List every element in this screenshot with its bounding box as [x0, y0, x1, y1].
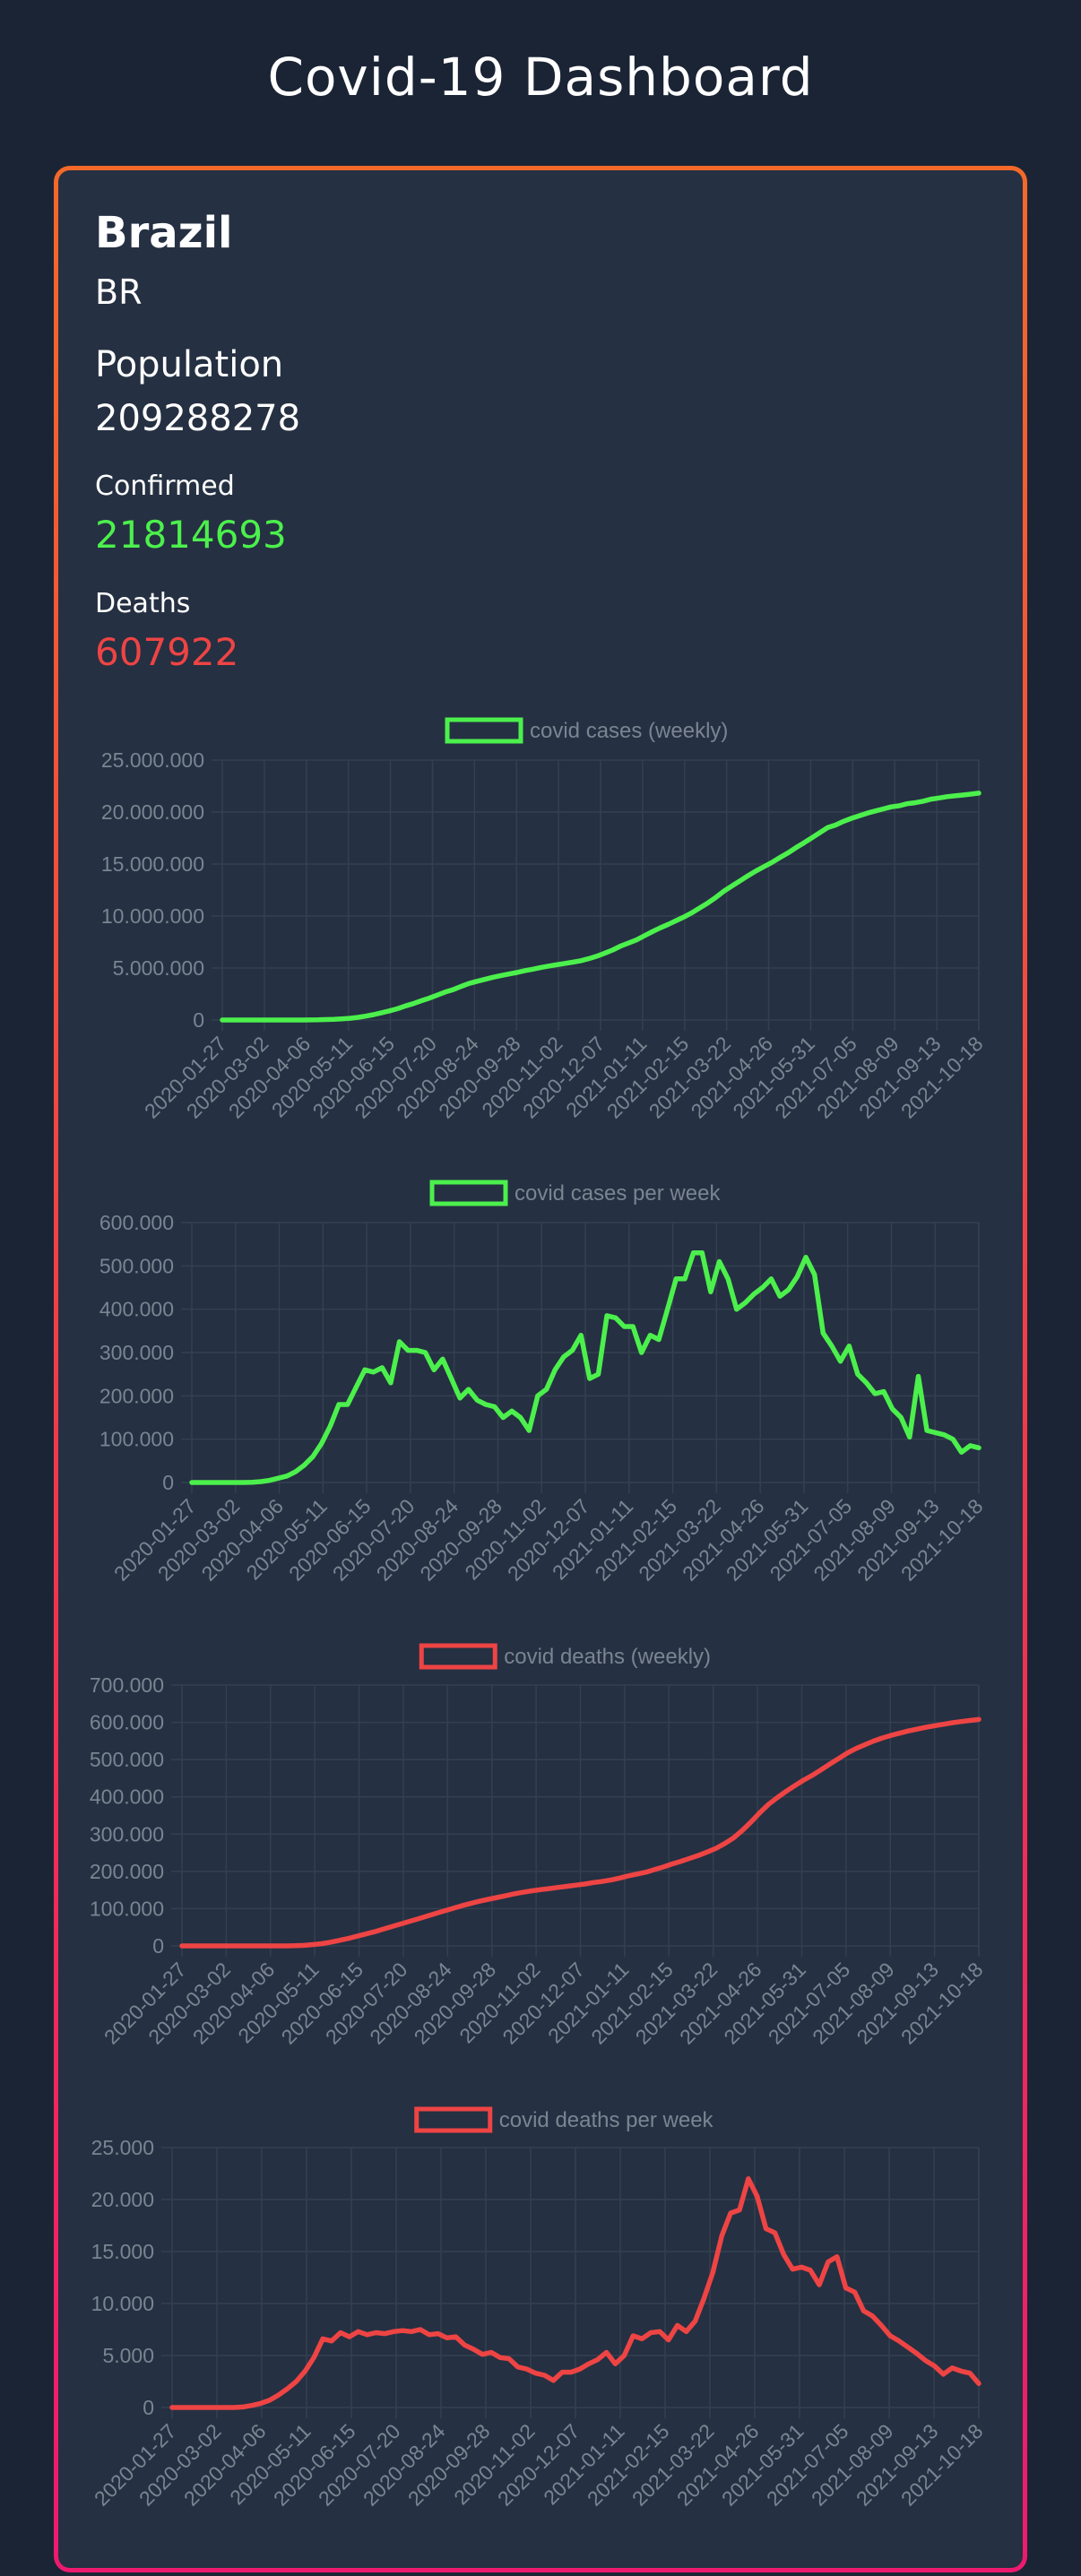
y-tick-label: 20.000: [91, 2188, 154, 2211]
y-tick-label: 0: [193, 1008, 204, 1032]
series-line: [169, 2176, 982, 2410]
legend-label: covid cases per week: [515, 1181, 721, 1206]
legend-swatch: [419, 1643, 497, 1670]
deaths-weekly-chart: covid deaths per week 25.000 20.000 15.000 1…: [90, 2106, 988, 2511]
y-tick-label: 25.000: [91, 2136, 154, 2159]
page-title: Covid-19 Dashboard: [267, 47, 814, 108]
y-tick-label: 5.000.000: [113, 956, 204, 980]
y-tick-label: 20.000.000: [101, 800, 204, 824]
y-tick-label: 300.000: [90, 1822, 164, 1846]
y-tick-label: 0: [152, 1934, 164, 1958]
legend-label: covid deaths per week: [499, 2108, 714, 2132]
legend-swatch: [414, 2106, 493, 2133]
population-label: Population: [95, 344, 284, 385]
cases-weekly-chart: covid cases per week 600.000 500.000 400.00…: [99, 1180, 988, 1586]
cases-cumulative-chart: covid cases (weekly) 25.000.000 20.000.000…: [101, 717, 988, 1123]
legend-swatch: [429, 1180, 508, 1206]
legend-label: covid deaths (weekly): [504, 1645, 711, 1669]
y-tick-label: 15.000: [91, 2240, 154, 2263]
y-tick-label: 600.000: [99, 1211, 174, 1234]
deaths-cumulative-chart: covid deaths (weekly) 700.000 600.000 500.0…: [90, 1643, 988, 2049]
y-tick-label: 10.000.000: [101, 904, 204, 928]
deaths-value: 607922: [95, 630, 239, 674]
population-value: 209288278: [95, 398, 301, 439]
series-line: [179, 1716, 982, 1949]
country-name: Brazil: [95, 208, 233, 258]
y-tick-label: 5.000: [102, 2344, 154, 2367]
country-card: [54, 166, 1027, 2572]
y-tick-label: 200.000: [90, 1860, 164, 1883]
y-tick-label: 500.000: [90, 1748, 164, 1771]
y-tick-label: 15.000.000: [101, 852, 204, 876]
confirmed-label: Confirmed: [95, 471, 235, 502]
y-tick-label: 0: [143, 2396, 154, 2419]
legend-swatch: [445, 717, 523, 744]
y-tick-label: 200.000: [99, 1384, 174, 1407]
y-tick-label: 300.000: [99, 1341, 174, 1364]
y-tick-label: 0: [162, 1471, 174, 1494]
y-tick-label: 600.000: [90, 1711, 164, 1734]
country-code: BR: [95, 272, 143, 312]
confirmed-value: 21814693: [95, 513, 287, 557]
y-tick-label: 700.000: [90, 1673, 164, 1697]
y-tick-label: 25.000.000: [101, 748, 204, 772]
y-tick-label: 500.000: [99, 1254, 174, 1277]
series-line: [189, 1250, 982, 1485]
y-tick-label: 100.000: [99, 1428, 174, 1451]
y-tick-label: 400.000: [99, 1298, 174, 1321]
series-line: [220, 791, 982, 1023]
y-tick-label: 400.000: [90, 1785, 164, 1809]
y-tick-label: 100.000: [90, 1897, 164, 1920]
legend-label: covid cases (weekly): [530, 719, 728, 743]
y-tick-label: 10.000: [91, 2292, 154, 2315]
deaths-label: Deaths: [95, 588, 191, 619]
